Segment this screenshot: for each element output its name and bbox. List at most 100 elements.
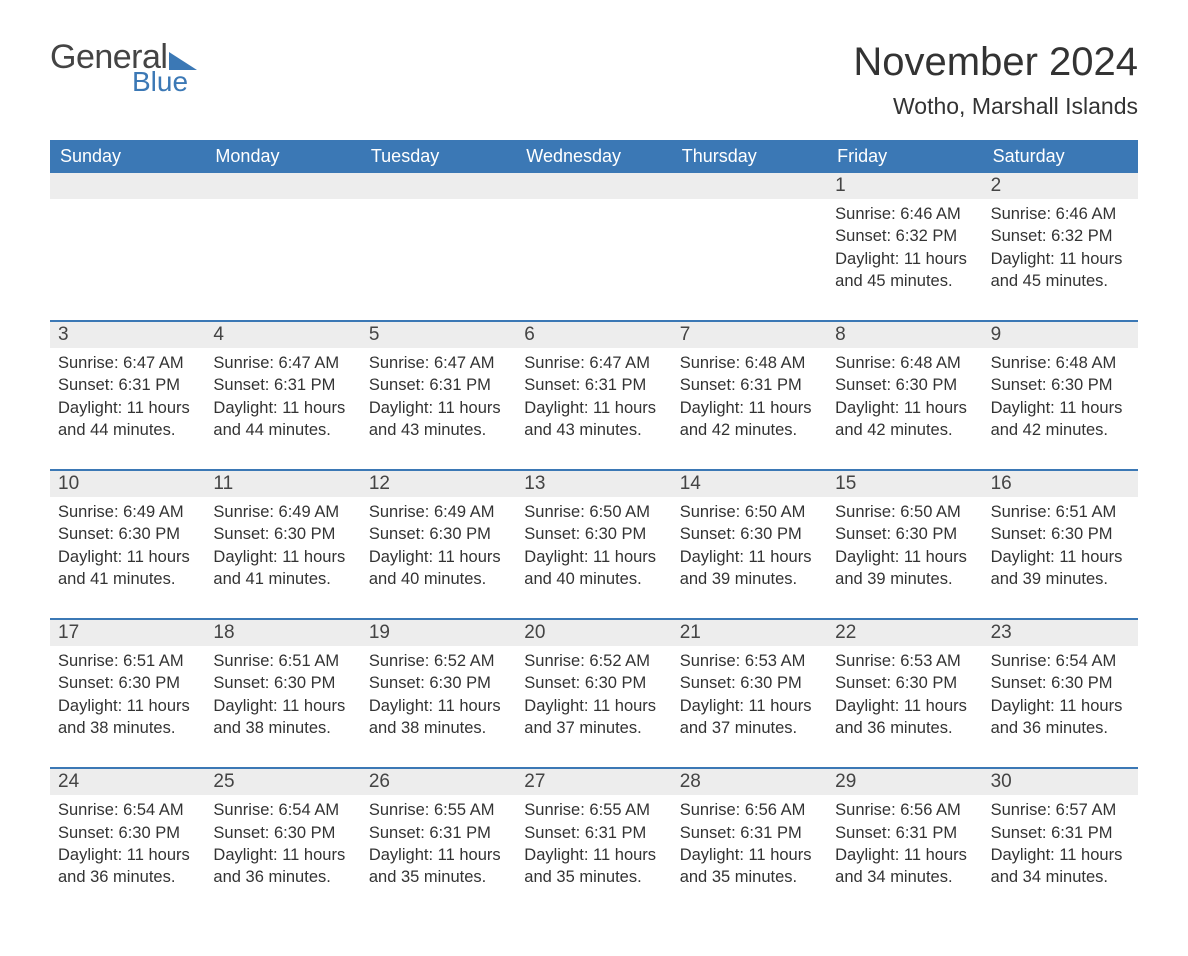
day-daylight1: Daylight: 11 hours — [524, 546, 663, 568]
day-body: Sunrise: 6:54 AMSunset: 6:30 PMDaylight:… — [205, 795, 360, 888]
day-daylight1: Daylight: 11 hours — [58, 695, 197, 717]
day-number: 27 — [516, 769, 671, 795]
day-daylight2: and 41 minutes. — [58, 568, 197, 590]
weekday-header: Tuesday — [361, 140, 516, 173]
calendar-week: 3Sunrise: 6:47 AMSunset: 6:31 PMDaylight… — [50, 320, 1138, 441]
weekday-header: Monday — [205, 140, 360, 173]
day-sunset: Sunset: 6:30 PM — [213, 822, 352, 844]
day-number — [516, 173, 671, 199]
day-sunrise: Sunrise: 6:47 AM — [213, 352, 352, 374]
day-daylight2: and 43 minutes. — [369, 419, 508, 441]
calendar-cell: 3Sunrise: 6:47 AMSunset: 6:31 PMDaylight… — [50, 322, 205, 441]
calendar-cell: 22Sunrise: 6:53 AMSunset: 6:30 PMDayligh… — [827, 620, 982, 739]
calendar-cell: 4Sunrise: 6:47 AMSunset: 6:31 PMDaylight… — [205, 322, 360, 441]
day-body: Sunrise: 6:56 AMSunset: 6:31 PMDaylight:… — [672, 795, 827, 888]
day-body: Sunrise: 6:47 AMSunset: 6:31 PMDaylight:… — [361, 348, 516, 441]
month-title: November 2024 — [853, 40, 1138, 85]
day-sunset: Sunset: 6:31 PM — [680, 822, 819, 844]
calendar-week: 24Sunrise: 6:54 AMSunset: 6:30 PMDayligh… — [50, 767, 1138, 888]
day-sunrise: Sunrise: 6:48 AM — [680, 352, 819, 374]
day-body: Sunrise: 6:49 AMSunset: 6:30 PMDaylight:… — [50, 497, 205, 590]
day-body: Sunrise: 6:47 AMSunset: 6:31 PMDaylight:… — [205, 348, 360, 441]
day-daylight1: Daylight: 11 hours — [369, 546, 508, 568]
day-body: Sunrise: 6:57 AMSunset: 6:31 PMDaylight:… — [983, 795, 1138, 888]
calendar-cell: 10Sunrise: 6:49 AMSunset: 6:30 PMDayligh… — [50, 471, 205, 590]
calendar-cell: 13Sunrise: 6:50 AMSunset: 6:30 PMDayligh… — [516, 471, 671, 590]
calendar-cell: 14Sunrise: 6:50 AMSunset: 6:30 PMDayligh… — [672, 471, 827, 590]
day-daylight1: Daylight: 11 hours — [58, 546, 197, 568]
calendar-cell: 8Sunrise: 6:48 AMSunset: 6:30 PMDaylight… — [827, 322, 982, 441]
calendar-week: 1Sunrise: 6:46 AMSunset: 6:32 PMDaylight… — [50, 173, 1138, 292]
day-sunrise: Sunrise: 6:49 AM — [369, 501, 508, 523]
day-sunrise: Sunrise: 6:54 AM — [213, 799, 352, 821]
calendar-cell-empty — [50, 173, 205, 292]
calendar-cell: 23Sunrise: 6:54 AMSunset: 6:30 PMDayligh… — [983, 620, 1138, 739]
day-body: Sunrise: 6:53 AMSunset: 6:30 PMDaylight:… — [672, 646, 827, 739]
day-sunrise: Sunrise: 6:50 AM — [835, 501, 974, 523]
day-body: Sunrise: 6:49 AMSunset: 6:30 PMDaylight:… — [205, 497, 360, 590]
day-number: 25 — [205, 769, 360, 795]
day-number: 15 — [827, 471, 982, 497]
day-number: 4 — [205, 322, 360, 348]
day-number: 1 — [827, 173, 982, 199]
day-daylight2: and 40 minutes. — [369, 568, 508, 590]
calendar-cell: 5Sunrise: 6:47 AMSunset: 6:31 PMDaylight… — [361, 322, 516, 441]
day-sunrise: Sunrise: 6:47 AM — [524, 352, 663, 374]
day-number: 29 — [827, 769, 982, 795]
day-body: Sunrise: 6:48 AMSunset: 6:30 PMDaylight:… — [983, 348, 1138, 441]
calendar-cell: 21Sunrise: 6:53 AMSunset: 6:30 PMDayligh… — [672, 620, 827, 739]
day-sunrise: Sunrise: 6:46 AM — [835, 203, 974, 225]
calendar-cell-empty — [672, 173, 827, 292]
day-body: Sunrise: 6:55 AMSunset: 6:31 PMDaylight:… — [361, 795, 516, 888]
day-sunrise: Sunrise: 6:53 AM — [835, 650, 974, 672]
logo-text-blue: Blue — [132, 68, 197, 96]
day-sunset: Sunset: 6:30 PM — [835, 672, 974, 694]
day-sunrise: Sunrise: 6:53 AM — [680, 650, 819, 672]
calendar-cell: 30Sunrise: 6:57 AMSunset: 6:31 PMDayligh… — [983, 769, 1138, 888]
day-sunset: Sunset: 6:30 PM — [680, 523, 819, 545]
day-body: Sunrise: 6:52 AMSunset: 6:30 PMDaylight:… — [516, 646, 671, 739]
day-sunrise: Sunrise: 6:48 AM — [835, 352, 974, 374]
day-daylight2: and 36 minutes. — [213, 866, 352, 888]
day-body: Sunrise: 6:47 AMSunset: 6:31 PMDaylight:… — [516, 348, 671, 441]
calendar-cell: 17Sunrise: 6:51 AMSunset: 6:30 PMDayligh… — [50, 620, 205, 739]
day-daylight1: Daylight: 11 hours — [991, 248, 1130, 270]
calendar-cell: 20Sunrise: 6:52 AMSunset: 6:30 PMDayligh… — [516, 620, 671, 739]
day-sunset: Sunset: 6:31 PM — [524, 822, 663, 844]
calendar-cell: 27Sunrise: 6:55 AMSunset: 6:31 PMDayligh… — [516, 769, 671, 888]
calendar-week: 17Sunrise: 6:51 AMSunset: 6:30 PMDayligh… — [50, 618, 1138, 739]
day-sunset: Sunset: 6:31 PM — [835, 822, 974, 844]
day-body: Sunrise: 6:54 AMSunset: 6:30 PMDaylight:… — [50, 795, 205, 888]
day-sunrise: Sunrise: 6:52 AM — [369, 650, 508, 672]
calendar-cell: 7Sunrise: 6:48 AMSunset: 6:31 PMDaylight… — [672, 322, 827, 441]
day-number: 24 — [50, 769, 205, 795]
day-daylight1: Daylight: 11 hours — [524, 695, 663, 717]
day-sunset: Sunset: 6:30 PM — [991, 523, 1130, 545]
day-sunset: Sunset: 6:30 PM — [58, 822, 197, 844]
header: General Blue November 2024 Wotho, Marsha… — [50, 40, 1138, 120]
day-number: 18 — [205, 620, 360, 646]
calendar-cell: 18Sunrise: 6:51 AMSunset: 6:30 PMDayligh… — [205, 620, 360, 739]
day-body: Sunrise: 6:51 AMSunset: 6:30 PMDaylight:… — [205, 646, 360, 739]
calendar-cell: 9Sunrise: 6:48 AMSunset: 6:30 PMDaylight… — [983, 322, 1138, 441]
day-daylight2: and 34 minutes. — [991, 866, 1130, 888]
day-sunrise: Sunrise: 6:49 AM — [58, 501, 197, 523]
day-daylight2: and 37 minutes. — [524, 717, 663, 739]
day-sunrise: Sunrise: 6:55 AM — [524, 799, 663, 821]
day-daylight2: and 42 minutes. — [835, 419, 974, 441]
day-daylight2: and 42 minutes. — [680, 419, 819, 441]
day-sunrise: Sunrise: 6:46 AM — [991, 203, 1130, 225]
day-sunset: Sunset: 6:30 PM — [835, 523, 974, 545]
day-body: Sunrise: 6:50 AMSunset: 6:30 PMDaylight:… — [827, 497, 982, 590]
day-number — [205, 173, 360, 199]
day-number: 23 — [983, 620, 1138, 646]
day-daylight2: and 34 minutes. — [835, 866, 974, 888]
day-number: 26 — [361, 769, 516, 795]
title-block: November 2024 Wotho, Marshall Islands — [853, 40, 1138, 120]
day-sunset: Sunset: 6:31 PM — [991, 822, 1130, 844]
day-daylight1: Daylight: 11 hours — [213, 397, 352, 419]
calendar-cell: 29Sunrise: 6:56 AMSunset: 6:31 PMDayligh… — [827, 769, 982, 888]
day-number: 17 — [50, 620, 205, 646]
day-sunrise: Sunrise: 6:50 AM — [680, 501, 819, 523]
day-daylight1: Daylight: 11 hours — [680, 546, 819, 568]
